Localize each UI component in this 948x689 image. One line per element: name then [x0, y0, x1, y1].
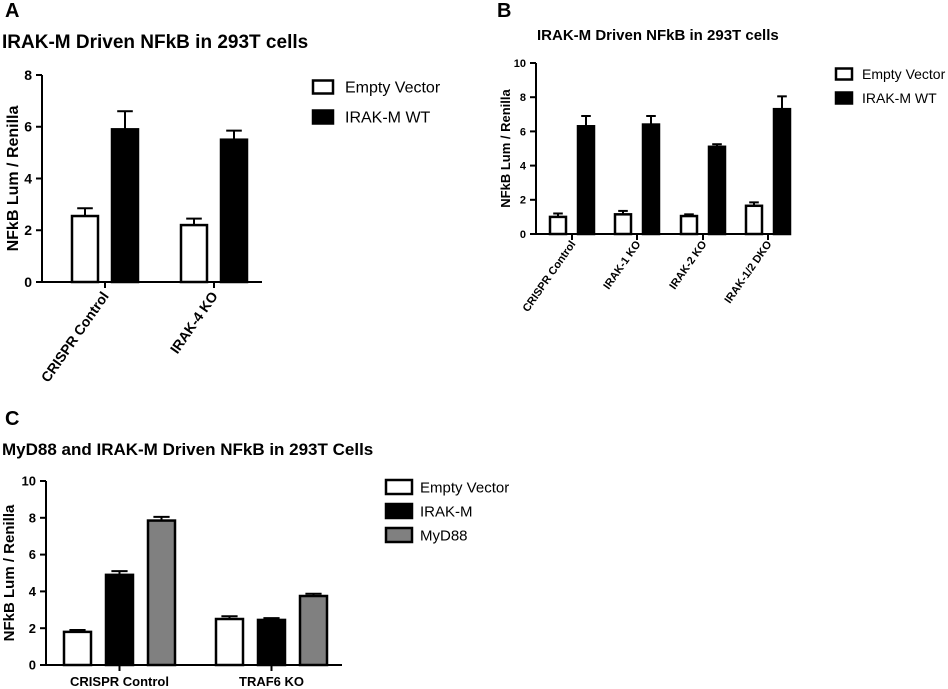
chart-title-a: IRAK-M Driven NFkB in 293T cells	[2, 32, 309, 53]
y-axis-label: NFkB Lum / Renilla	[498, 89, 513, 208]
bar	[548, 215, 568, 236]
bar	[772, 107, 792, 236]
y-tick-label: 2	[520, 195, 526, 207]
y-axis-label: NFkB Lum / Renilla	[5, 106, 22, 252]
panel-letter-c: C	[5, 408, 20, 430]
bar	[256, 618, 287, 667]
y-tick-label: 4	[24, 170, 32, 186]
y-tick-label: 6	[24, 119, 32, 135]
x-tick-label: CRISPR Control	[70, 674, 169, 689]
y-tick-label: 2	[24, 222, 32, 238]
legend-label: IRAK-M	[420, 503, 473, 520]
y-axis-label: NFkB Lum / Renilla	[1, 504, 18, 641]
bar	[219, 138, 249, 284]
y-tick-label: 8	[29, 510, 36, 525]
chart-title-c: MyD88 and IRAK-M Driven NFkB in 293T Cel…	[2, 440, 374, 459]
bar	[679, 214, 699, 236]
legend-swatch	[834, 67, 854, 81]
legend-label: Empty Vector	[862, 66, 946, 82]
legend-label: IRAK-M WT	[862, 90, 937, 106]
y-tick-label: 0	[24, 274, 32, 290]
legend-swatch	[311, 109, 335, 125]
panel-letter-b: B	[497, 0, 512, 22]
bar	[214, 617, 245, 667]
legend-swatch	[384, 526, 414, 544]
bar	[104, 573, 135, 667]
bar	[179, 223, 209, 284]
bar	[707, 145, 727, 236]
bar	[62, 630, 93, 667]
legend-label: MyD88	[420, 527, 468, 544]
legend-swatch	[384, 502, 414, 520]
bar	[613, 213, 633, 236]
y-tick-label: 10	[514, 58, 526, 70]
bar	[641, 123, 661, 236]
y-tick-label: 6	[29, 547, 36, 562]
x-tick-label: TRAF6 KO	[239, 674, 304, 689]
bar	[298, 594, 329, 667]
legend-swatch	[834, 91, 854, 105]
y-tick-label: 8	[520, 92, 526, 104]
y-tick-label: 8	[24, 67, 32, 83]
legend-label: IRAK-M WT	[345, 110, 431, 127]
y-tick-label: 4	[29, 584, 37, 599]
bar	[146, 519, 177, 667]
y-tick-label: 0	[520, 229, 526, 241]
y-tick-label: 2	[29, 621, 36, 636]
legend-swatch	[311, 79, 335, 95]
legend-label: Empty Vector	[420, 479, 509, 496]
bar	[110, 128, 140, 284]
bar	[70, 214, 100, 284]
panel-letter-a: A	[5, 0, 20, 22]
bar	[576, 125, 596, 236]
bar	[744, 204, 764, 236]
chart-title-b: IRAK-M Driven NFkB in 293T cells	[537, 27, 779, 44]
y-tick-label: 6	[520, 126, 526, 138]
y-tick-label: 10	[22, 474, 36, 489]
y-tick-label: 4	[520, 160, 527, 172]
legend-swatch	[384, 478, 414, 496]
legend-label: Empty Vector	[345, 80, 441, 97]
y-tick-label: 0	[29, 658, 36, 673]
